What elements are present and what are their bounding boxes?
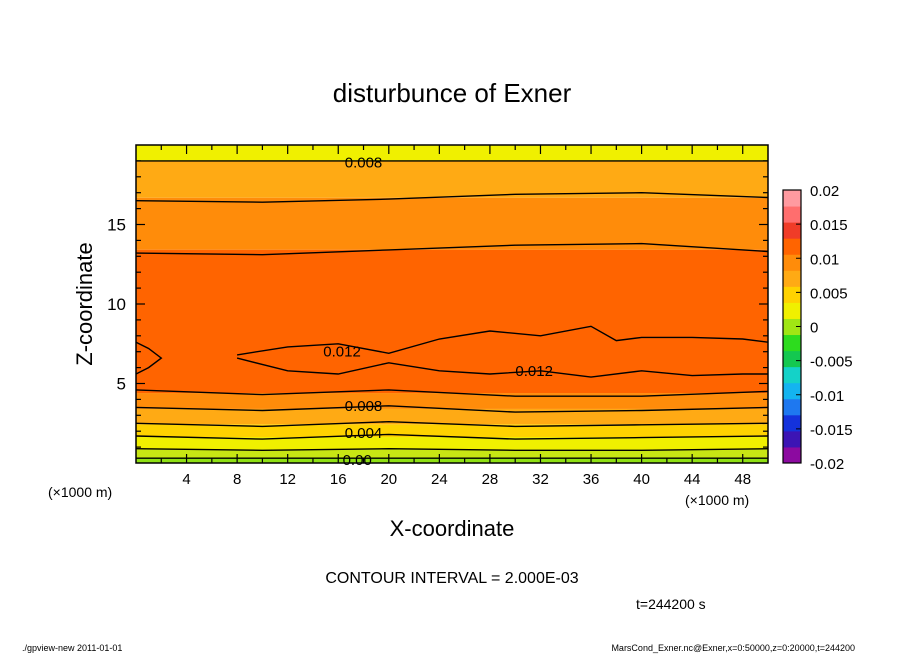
contour-label: 0.012	[323, 344, 361, 361]
contour-band	[136, 145, 768, 161]
contour-line	[136, 191, 768, 203]
y-axis-label: Z-coordinate	[72, 242, 97, 366]
contour-line	[136, 242, 768, 256]
colorbar-tick-label: 0.02	[810, 183, 839, 200]
colorbar-tick-label: 0.015	[810, 217, 848, 234]
y-tick-label: 15	[107, 216, 126, 235]
colorbar-swatch	[783, 430, 801, 448]
colorbar-swatch	[783, 350, 801, 368]
colorbar-tick-label: -0.005	[810, 354, 853, 371]
x-tick-label: 28	[482, 471, 499, 488]
contour-label: 0.004	[345, 425, 383, 442]
contour-label: 0.00	[343, 452, 372, 469]
contour-line	[136, 341, 163, 375]
contour-band	[136, 449, 768, 459]
x-tick-label: 44	[684, 471, 701, 488]
colorbar-swatch	[783, 334, 801, 352]
colorbar-swatch	[783, 318, 801, 336]
chart-title: disturbunce of Exner	[333, 78, 572, 108]
x-tick-label: 32	[532, 471, 549, 488]
contour-band	[136, 408, 768, 425]
colorbar-swatch	[783, 446, 801, 464]
colorbar-swatch	[783, 254, 801, 271]
colorbar-tick-label: -0.01	[810, 388, 844, 405]
x-tick-label: 24	[431, 471, 448, 488]
contour-label: 0.008	[345, 154, 383, 171]
contour-band	[136, 458, 768, 463]
footer-right: MarsCond_Exner.nc@Exner,x=0:50000,z=0:20…	[611, 643, 855, 653]
x-unit-right: (×1000 m)	[685, 492, 749, 508]
contour-band	[136, 160, 768, 198]
colorbar-swatch	[783, 286, 801, 303]
x-tick-label: 12	[279, 471, 296, 488]
contour-line	[236, 357, 768, 378]
colorbar-swatch	[783, 206, 801, 223]
contour-line	[136, 447, 768, 452]
time-text: t=244200 s	[636, 596, 706, 612]
contour-label: 0.008	[345, 398, 383, 415]
colorbar-swatch	[783, 222, 801, 239]
contour-band	[136, 393, 768, 409]
contour-line	[236, 325, 768, 356]
x-tick-label: 20	[380, 471, 397, 488]
x-axis-label: X-coordinate	[390, 516, 515, 541]
contour-lines	[136, 160, 768, 459]
colorbar-tick-label: 0.005	[810, 285, 848, 302]
x-tick-label: 16	[330, 471, 347, 488]
colorbar-swatch	[783, 302, 801, 319]
contour-line	[136, 433, 768, 440]
max-region-fill	[237, 326, 768, 378]
colorbar-swatch	[783, 414, 801, 432]
y-tick-label: 5	[117, 375, 126, 394]
y-tick-label: 10	[107, 295, 126, 314]
colorbar-swatch	[783, 366, 801, 384]
colorbar-tick-label: 0	[810, 320, 818, 337]
x-tick-label: 40	[633, 471, 650, 488]
contour-band	[136, 424, 768, 438]
x-tick-label: 36	[583, 471, 600, 488]
contour-line	[136, 420, 768, 428]
colorbar-swatch	[783, 398, 801, 416]
contour-label: 0.012	[515, 363, 553, 380]
colorbar-tick-label: -0.015	[810, 422, 853, 439]
filled-contour-bands	[136, 145, 768, 463]
colorbar-swatch	[783, 190, 801, 207]
max-region-fill-left	[136, 342, 162, 374]
footer-left: ./gpview-new 2011-01-01	[22, 643, 122, 653]
contour-band	[136, 437, 768, 450]
x-tick-label: 48	[734, 471, 751, 488]
contour-line	[136, 405, 768, 413]
colorbar: 0.02 0.015 0.01 0.005 0 -0.005 -0.01 -0.015 -0.0…	[782, 183, 853, 473]
colorbar-swatch	[783, 382, 801, 400]
contour-band	[136, 197, 768, 250]
contour-interval-text: CONTOUR INTERVAL = 2.000E-03	[325, 570, 578, 587]
x-tick-label: 8	[233, 471, 241, 488]
colorbar-swatch	[783, 238, 801, 255]
x-tick-label: 4	[182, 471, 190, 488]
x-unit-left: (×1000 m)	[48, 484, 112, 500]
colorbar-swatch	[783, 270, 801, 287]
colorbar-tick-label: 0.01	[810, 251, 839, 268]
contour-labels: 0.008 0.012 0.012 0.008 0.004 0.00	[323, 154, 553, 468]
colorbar-tick-label: -0.02	[810, 456, 844, 473]
contour-line	[136, 389, 768, 397]
